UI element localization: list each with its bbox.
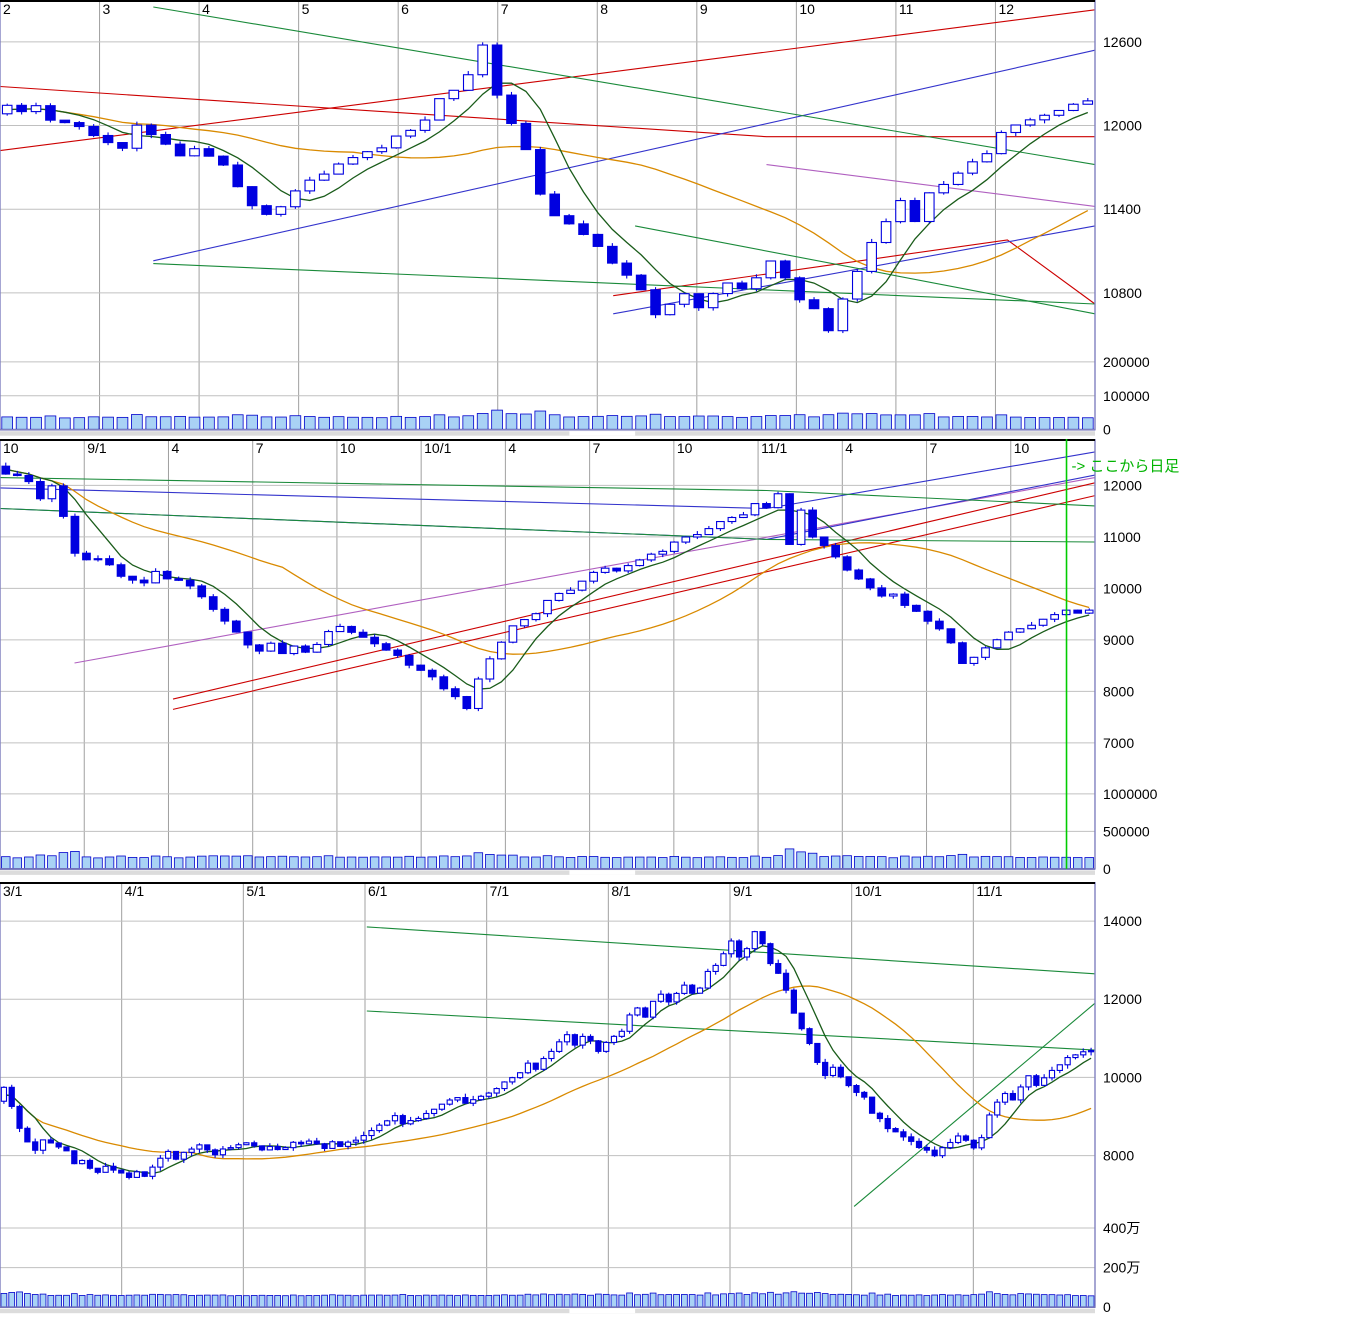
svg-text:8000: 8000: [1103, 683, 1134, 699]
svg-text:11400: 11400: [1103, 201, 1141, 217]
svg-text:7: 7: [256, 439, 264, 455]
svg-text:11: 11: [899, 1, 914, 17]
svg-text:400万: 400万: [1103, 1220, 1140, 1236]
svg-text:4: 4: [202, 1, 210, 17]
svg-text:100000: 100000: [1103, 388, 1150, 404]
svg-text:0: 0: [1103, 422, 1111, 438]
svg-text:-> ここから日足: -> ここから日足: [1072, 457, 1180, 474]
svg-text:8/1: 8/1: [611, 883, 631, 899]
svg-text:11/1: 11/1: [976, 883, 1002, 899]
svg-text:12000: 12000: [1103, 477, 1142, 493]
svg-text:6/1: 6/1: [368, 883, 388, 899]
svg-text:12000: 12000: [1103, 118, 1142, 134]
svg-text:9/1: 9/1: [733, 883, 753, 899]
svg-text:12000: 12000: [1103, 991, 1142, 1007]
svg-text:9000: 9000: [1103, 631, 1134, 647]
svg-text:8000: 8000: [1103, 1147, 1134, 1163]
svg-text:11000: 11000: [1103, 528, 1141, 544]
svg-text:9: 9: [700, 1, 708, 17]
svg-text:2: 2: [3, 1, 11, 17]
svg-text:7: 7: [501, 1, 509, 17]
svg-text:500000: 500000: [1103, 823, 1150, 839]
svg-text:4/1: 4/1: [125, 883, 145, 899]
svg-text:200000: 200000: [1103, 354, 1150, 370]
svg-text:11/1: 11/1: [761, 439, 787, 455]
svg-text:10000: 10000: [1103, 580, 1142, 596]
svg-text:10: 10: [677, 439, 693, 455]
svg-text:4: 4: [171, 439, 179, 455]
svg-text:10: 10: [799, 1, 815, 17]
svg-text:6: 6: [401, 1, 409, 17]
svg-text:12: 12: [998, 1, 1014, 17]
svg-text:0: 0: [1103, 860, 1111, 876]
svg-text:9/1: 9/1: [87, 439, 107, 455]
svg-text:8: 8: [600, 1, 608, 17]
svg-text:10800: 10800: [1103, 285, 1142, 301]
svg-text:10: 10: [1014, 439, 1030, 455]
svg-text:12600: 12600: [1103, 34, 1142, 50]
svg-text:4: 4: [508, 439, 516, 455]
svg-text:10: 10: [340, 439, 356, 455]
svg-text:3/1: 3/1: [3, 883, 23, 899]
svg-text:10000: 10000: [1103, 1069, 1142, 1085]
svg-text:4: 4: [845, 439, 853, 455]
svg-text:14000: 14000: [1103, 913, 1142, 929]
svg-text:7000: 7000: [1103, 734, 1134, 750]
svg-text:0: 0: [1103, 1299, 1111, 1315]
svg-text:7: 7: [930, 439, 938, 455]
svg-text:5/1: 5/1: [246, 883, 266, 899]
svg-text:3: 3: [103, 1, 111, 17]
svg-text:10/1: 10/1: [424, 439, 451, 455]
svg-text:5: 5: [302, 1, 310, 17]
svg-text:200万: 200万: [1103, 1259, 1140, 1275]
svg-text:7: 7: [593, 439, 601, 455]
svg-text:10: 10: [3, 439, 19, 455]
svg-text:1000000: 1000000: [1103, 785, 1158, 801]
svg-text:7/1: 7/1: [490, 883, 510, 899]
svg-text:10/1: 10/1: [855, 883, 882, 899]
